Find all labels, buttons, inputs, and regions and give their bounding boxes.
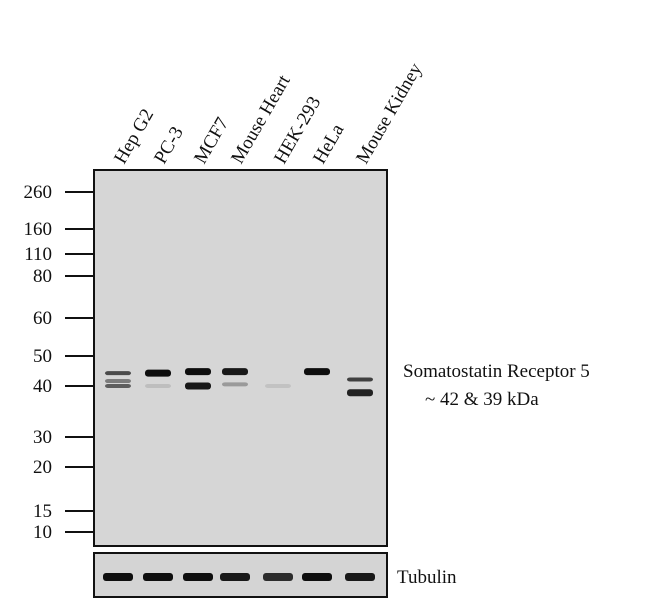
lane-label: MCF7 (190, 114, 233, 167)
loading-control-label: Tubulin (397, 567, 457, 588)
marker-label: 30 (33, 427, 52, 448)
tubulin-band (143, 573, 173, 581)
tubulin-band (183, 573, 213, 581)
protein-band (304, 368, 330, 376)
lane-label: HeLa (309, 120, 349, 168)
blot-bands (105, 368, 373, 397)
protein-band (347, 389, 373, 397)
protein-band (222, 382, 248, 387)
protein-band (105, 371, 131, 376)
target-label: Somatostatin Receptor 5 (403, 361, 590, 382)
marker-label: 80 (33, 266, 52, 287)
lane-label: PC-3 (150, 123, 188, 167)
protein-band (145, 369, 171, 377)
protein-band (145, 384, 171, 388)
target-size-label: ~ 42 & 39 kDa (425, 389, 539, 410)
marker-label: 110 (24, 244, 52, 265)
marker-label: 50 (33, 346, 52, 367)
marker-label: 160 (24, 219, 53, 240)
tubulin-band (345, 573, 375, 581)
tubulin-band (103, 573, 133, 581)
protein-band (185, 368, 211, 376)
marker-label: 10 (33, 522, 52, 543)
tubulin-bands (103, 573, 375, 581)
marker-label: 60 (33, 308, 52, 329)
protein-band (265, 384, 291, 388)
protein-band (347, 377, 373, 382)
tubulin-band (220, 573, 250, 581)
marker-label: 260 (24, 182, 53, 203)
protein-band (105, 384, 131, 388)
marker-label: 15 (33, 501, 52, 522)
main-blot-membrane (93, 169, 388, 547)
marker-label: 40 (33, 376, 52, 397)
tubulin-band (263, 573, 293, 581)
protein-band (105, 379, 131, 384)
protein-band (222, 368, 248, 376)
marker-label: 20 (33, 457, 52, 478)
protein-band (185, 382, 211, 390)
tubulin-band (302, 573, 332, 581)
lane-label: Mouse Kidney (352, 59, 427, 167)
